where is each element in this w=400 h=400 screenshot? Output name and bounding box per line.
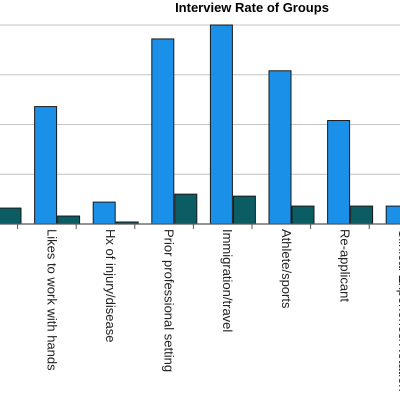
x-tick-label: Clinical Experience/Rotation <box>396 229 400 392</box>
bar-series-2-0 <box>0 207 22 225</box>
bar-series-1-4 <box>209 24 233 225</box>
bar-series-1-7 <box>385 205 400 225</box>
bar-series-2-6 <box>350 205 374 225</box>
bar-series-2-5 <box>291 205 315 225</box>
bar-series-2-1 <box>57 215 81 225</box>
bar-series-1-1 <box>34 106 58 225</box>
x-tick-label: Re-applicant <box>337 229 352 302</box>
x-axis <box>0 223 400 229</box>
x-tick-label: Prior professional setting <box>162 229 177 372</box>
bar-series-2-4 <box>232 195 256 225</box>
x-tick-label: Immigration/travel <box>220 229 235 332</box>
bar-series-2-3 <box>174 193 198 225</box>
x-tick-labels: Likes to work with hands Hx of injury/dis… <box>44 229 400 392</box>
bar-series-1-5 <box>268 70 292 225</box>
chart-title: Interview Rate of Groups <box>175 0 329 15</box>
bars <box>0 24 400 225</box>
bar-series-1-6 <box>327 120 351 225</box>
bar-series-1-2 <box>92 201 116 225</box>
x-tick-label: Athlete/sports <box>279 229 294 309</box>
x-tick-label: Hx of injury/disease <box>103 229 118 342</box>
bar-series-1-3 <box>151 38 175 225</box>
x-tick-label: Likes to work with hands <box>44 229 59 371</box>
